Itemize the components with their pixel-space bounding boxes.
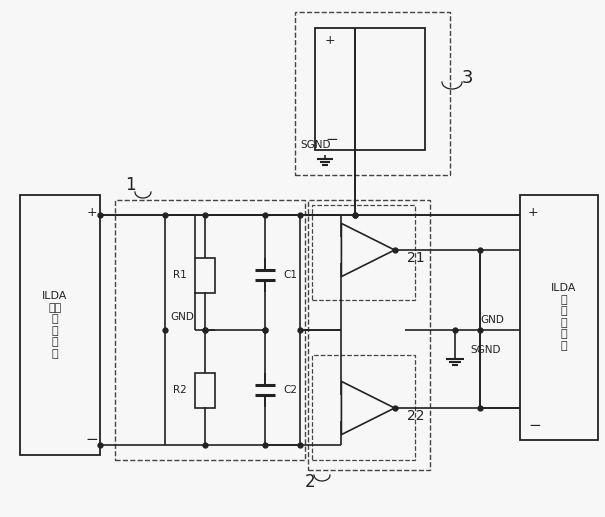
Bar [520,195,598,440]
Bar [312,205,415,300]
Text: C1: C1 [283,270,297,280]
Text: 2: 2 [305,473,315,491]
Text: SGND: SGND [470,345,500,355]
Text: +: + [87,206,97,220]
Text: +: + [528,206,538,220]
Bar [195,258,215,293]
Text: R2: R2 [173,385,187,395]
Text: GND: GND [480,315,504,325]
Bar [195,373,215,408]
Text: −: − [86,433,99,448]
Text: 22: 22 [407,409,424,423]
Text: R1: R1 [173,270,187,280]
Bar [308,200,430,470]
Bar [20,195,100,455]
Text: C2: C2 [283,385,297,395]
Text: GND: GND [170,312,194,322]
Text: SGND: SGND [300,140,330,150]
Text: −: − [325,132,338,147]
Text: ILDA
信号
源
输
入
端: ILDA 信号 源 输 入 端 [42,291,68,359]
Text: 3: 3 [461,69,473,87]
Text: ILDA
信
号
输
出
端: ILDA 信 号 输 出 端 [551,283,577,351]
Text: 21: 21 [407,251,424,265]
Bar [312,355,415,460]
Text: 1: 1 [125,176,136,194]
Text: +: + [325,34,336,47]
Bar [295,12,450,175]
Bar [115,200,305,460]
Text: −: − [528,418,541,433]
Bar [315,28,425,150]
